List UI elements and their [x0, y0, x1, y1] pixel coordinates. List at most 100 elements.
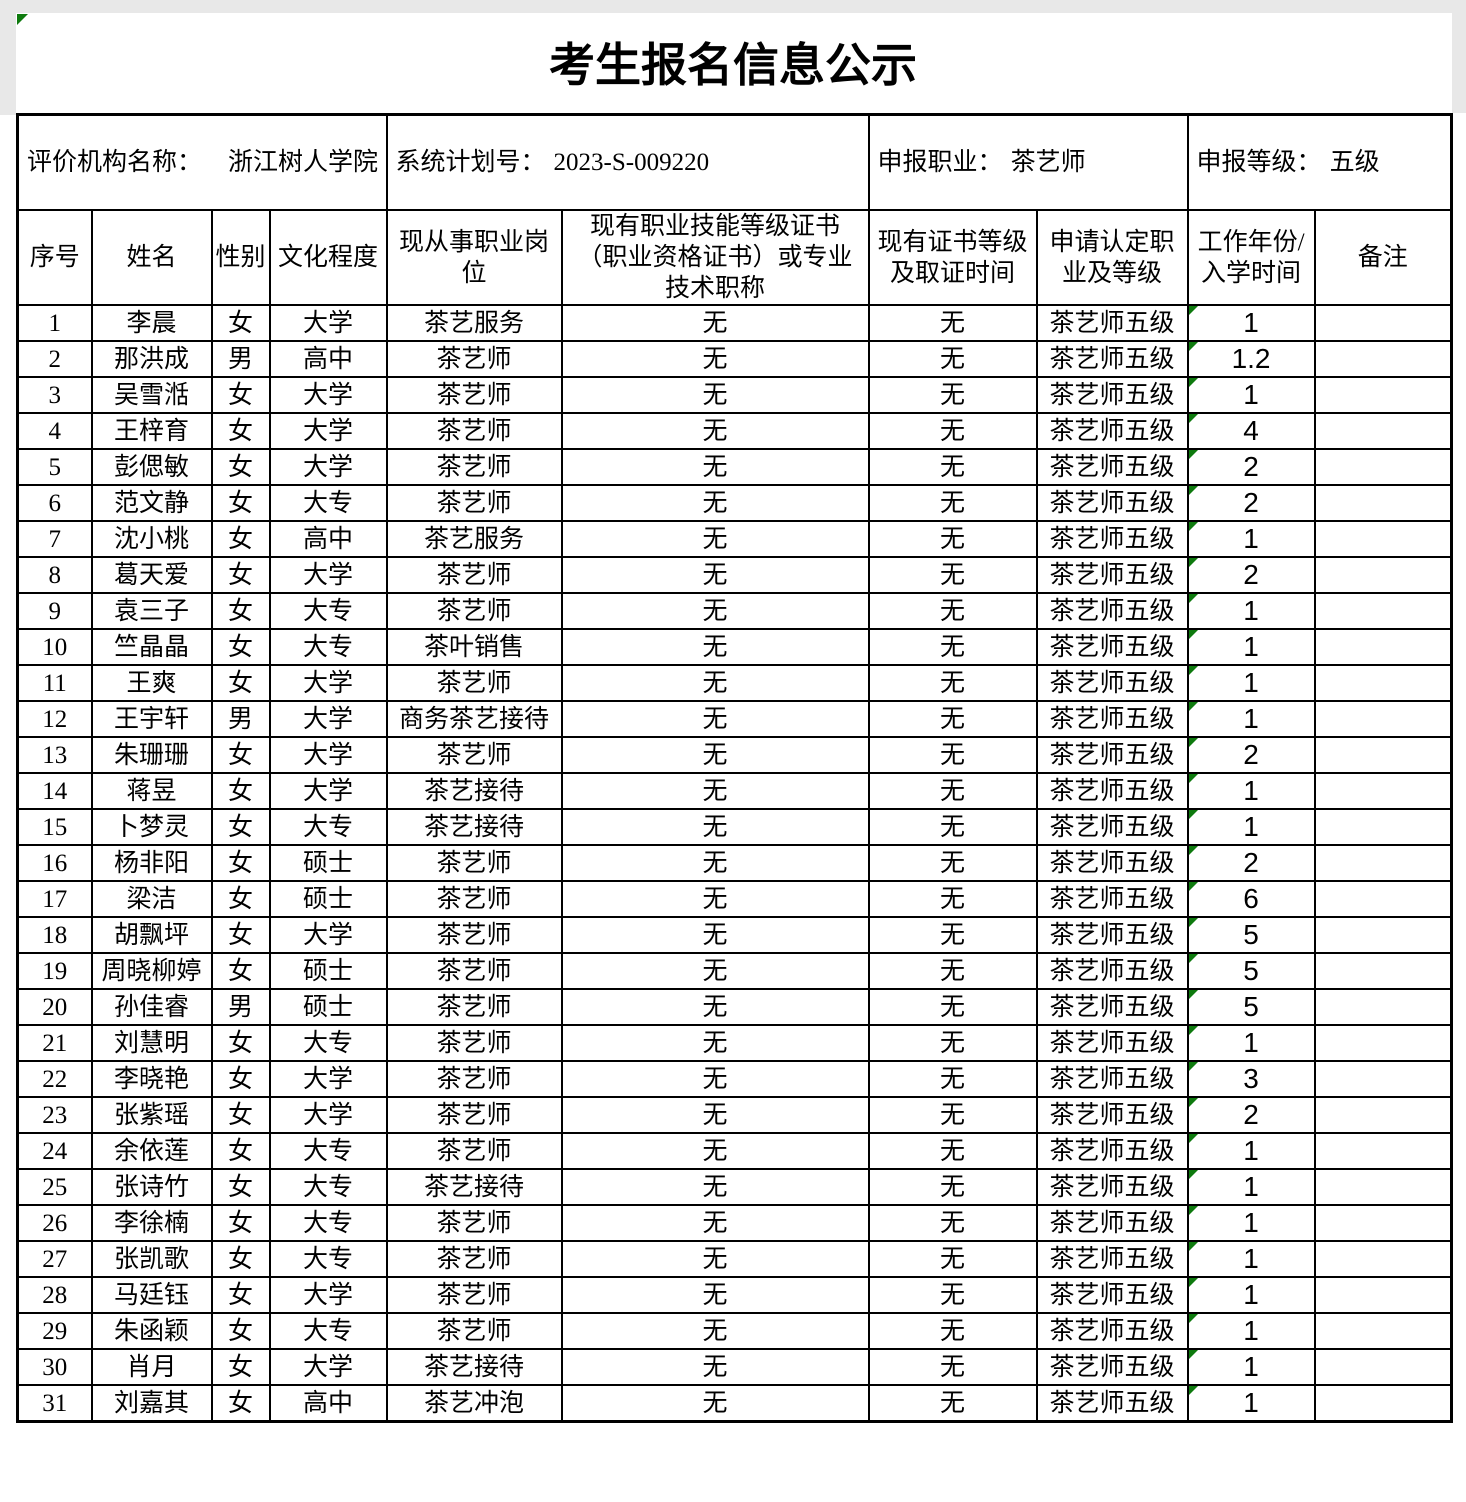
cell-current-job[interactable]: 茶艺师: [385, 988, 563, 1026]
cell-index[interactable]: 24: [16, 1132, 93, 1170]
cell-education[interactable]: 大专: [268, 1312, 388, 1350]
cell-education[interactable]: 大学: [268, 376, 388, 414]
cell-cert-level-time[interactable]: 无: [867, 304, 1038, 342]
cell-apply-level[interactable]: 茶艺师五级: [1035, 1276, 1189, 1314]
cell-evaluation-org[interactable]: 评价机构名称： 浙江树人学院: [16, 113, 388, 211]
cell-cert-level-time[interactable]: 无: [867, 1096, 1038, 1134]
cell-work-years[interactable]: 1: [1186, 520, 1316, 558]
cell-index[interactable]: 19: [16, 952, 93, 990]
cell-remark[interactable]: [1313, 1384, 1453, 1423]
cell-index[interactable]: 11: [16, 664, 93, 702]
cell-gender[interactable]: 女: [210, 556, 271, 594]
cell-remark[interactable]: [1313, 1276, 1453, 1314]
cell-remark[interactable]: [1313, 484, 1453, 522]
cell-existing-certificate[interactable]: 无: [560, 556, 870, 594]
cell-work-years[interactable]: 2: [1186, 736, 1316, 774]
cell-name[interactable]: 袁三子: [90, 592, 213, 630]
cell-existing-certificate[interactable]: 无: [560, 700, 870, 738]
cell-apply-level[interactable]: 茶艺师五级: [1035, 772, 1189, 810]
cell-name[interactable]: 刘慧明: [90, 1024, 213, 1062]
cell-current-job[interactable]: 茶艺师: [385, 880, 563, 918]
cell-apply-level[interactable]: 茶艺师五级: [1035, 592, 1189, 630]
cell-remark[interactable]: [1313, 916, 1453, 954]
cell-cert-level-time[interactable]: 无: [867, 772, 1038, 810]
cell-gender[interactable]: 女: [210, 1168, 271, 1206]
cell-education[interactable]: 高中: [268, 520, 388, 558]
cell-work-years[interactable]: 1.2: [1186, 340, 1316, 378]
cell-existing-certificate[interactable]: 无: [560, 628, 870, 666]
cell-gender[interactable]: 女: [210, 520, 271, 558]
cell-gender[interactable]: 女: [210, 952, 271, 990]
cell-remark[interactable]: [1313, 1060, 1453, 1098]
cell-remark[interactable]: [1313, 1168, 1453, 1206]
cell-existing-certificate[interactable]: 无: [560, 1240, 870, 1278]
cell-remark[interactable]: [1313, 664, 1453, 702]
cell-gender[interactable]: 男: [210, 340, 271, 378]
cell-apply-level[interactable]: 茶艺师五级: [1035, 1204, 1189, 1242]
cell-apply-level[interactable]: 茶艺师五级: [1035, 664, 1189, 702]
cell-remark[interactable]: [1313, 808, 1453, 846]
cell-gender[interactable]: 女: [210, 736, 271, 774]
cell-existing-certificate[interactable]: 无: [560, 448, 870, 486]
cell-gender[interactable]: 女: [210, 1384, 271, 1423]
cell-name[interactable]: 梁洁: [90, 880, 213, 918]
cell-name[interactable]: 卜梦灵: [90, 808, 213, 846]
cell-name[interactable]: 余依莲: [90, 1132, 213, 1170]
cell-existing-certificate[interactable]: 无: [560, 736, 870, 774]
cell-remark[interactable]: [1313, 1024, 1453, 1062]
cell-current-job[interactable]: 茶艺师: [385, 1276, 563, 1314]
cell-work-years[interactable]: 1: [1186, 1204, 1316, 1242]
cell-remark[interactable]: [1313, 556, 1453, 594]
cell-name[interactable]: 竺晶晶: [90, 628, 213, 666]
cell-apply-level[interactable]: 茶艺师五级: [1035, 304, 1189, 342]
cell-index[interactable]: 2: [16, 340, 93, 378]
cell-education[interactable]: 大学: [268, 1348, 388, 1386]
cell-name[interactable]: 李徐楠: [90, 1204, 213, 1242]
cell-work-years[interactable]: 1: [1186, 376, 1316, 414]
cell-existing-certificate[interactable]: 无: [560, 772, 870, 810]
cell-current-job[interactable]: 茶艺师: [385, 664, 563, 702]
cell-cert-level-time[interactable]: 无: [867, 952, 1038, 990]
cell-education[interactable]: 大学: [268, 304, 388, 342]
cell-cert-level-time[interactable]: 无: [867, 1024, 1038, 1062]
cell-work-years[interactable]: 1: [1186, 304, 1316, 342]
cell-gender[interactable]: 女: [210, 1096, 271, 1134]
cell-index[interactable]: 7: [16, 520, 93, 558]
cell-gender[interactable]: 女: [210, 628, 271, 666]
cell-current-job[interactable]: 茶艺师: [385, 340, 563, 378]
cell-remark[interactable]: [1313, 304, 1453, 342]
cell-education[interactable]: 大专: [268, 808, 388, 846]
cell-cert-level-time[interactable]: 无: [867, 1060, 1038, 1098]
cell-work-years[interactable]: 2: [1186, 844, 1316, 882]
cell-existing-certificate[interactable]: 无: [560, 484, 870, 522]
cell-current-job[interactable]: 茶艺师: [385, 844, 563, 882]
cell-existing-certificate[interactable]: 无: [560, 1276, 870, 1314]
cell-cert-level-time[interactable]: 无: [867, 628, 1038, 666]
cell-education[interactable]: 大学: [268, 556, 388, 594]
cell-work-years[interactable]: 5: [1186, 916, 1316, 954]
cell-current-job[interactable]: 茶艺师: [385, 1060, 563, 1098]
cell-remark[interactable]: [1313, 1312, 1453, 1350]
cell-current-job[interactable]: 茶艺师: [385, 736, 563, 774]
cell-existing-certificate[interactable]: 无: [560, 844, 870, 882]
cell-education[interactable]: 硕士: [268, 844, 388, 882]
cell-apply-level[interactable]: 茶艺师五级: [1035, 700, 1189, 738]
cell-index[interactable]: 16: [16, 844, 93, 882]
cell-education[interactable]: 高中: [268, 1384, 388, 1423]
cell-remark[interactable]: [1313, 520, 1453, 558]
cell-current-job[interactable]: 茶艺接待: [385, 808, 563, 846]
cell-current-job[interactable]: 茶艺接待: [385, 1348, 563, 1386]
cell-work-years[interactable]: 1: [1186, 1132, 1316, 1170]
cell-gender[interactable]: 女: [210, 1024, 271, 1062]
cell-name[interactable]: 刘嘉其: [90, 1384, 213, 1423]
cell-existing-certificate[interactable]: 无: [560, 808, 870, 846]
cell-gender[interactable]: 女: [210, 1060, 271, 1098]
cell-name[interactable]: 朱珊珊: [90, 736, 213, 774]
cell-cert-level-time[interactable]: 无: [867, 700, 1038, 738]
cell-remark[interactable]: [1313, 844, 1453, 882]
cell-existing-certificate[interactable]: 无: [560, 1168, 870, 1206]
cell-cert-level-time[interactable]: 无: [867, 412, 1038, 450]
cell-work-years[interactable]: 1: [1186, 772, 1316, 810]
cell-existing-certificate[interactable]: 无: [560, 340, 870, 378]
cell-work-years[interactable]: 3: [1186, 1060, 1316, 1098]
